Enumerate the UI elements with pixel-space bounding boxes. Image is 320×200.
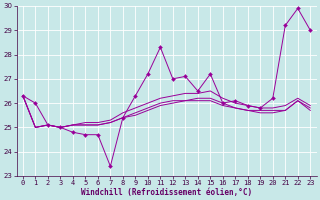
X-axis label: Windchill (Refroidissement éolien,°C): Windchill (Refroidissement éolien,°C)	[81, 188, 252, 197]
